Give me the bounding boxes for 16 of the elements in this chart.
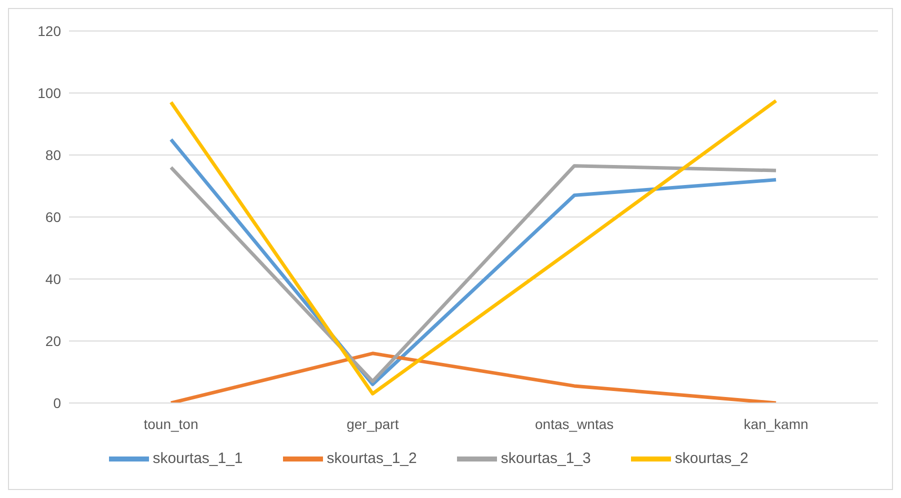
y-tick-label: 60	[45, 208, 62, 225]
y-tick-label: 0	[53, 394, 62, 411]
y-tick-label: 40	[45, 270, 62, 287]
x-tick-label: ontas_wntas	[535, 416, 614, 432]
x-tick-label: kan_kamn	[744, 416, 808, 432]
x-tick-label: toun_ton	[144, 416, 198, 432]
line-series	[169, 99, 778, 396]
legend-label: skourtas_1_1	[152, 450, 243, 467]
legend-label: skourtas_1_2	[326, 450, 417, 467]
legend-label: skourtas_1_3	[500, 450, 591, 467]
y-tick-label: 100	[38, 84, 62, 101]
legend-label: skourtas_2	[674, 450, 748, 467]
y-tick-label: 120	[38, 22, 62, 39]
y-tick-label: 20	[45, 332, 62, 349]
x-tick-label: ger_part	[346, 416, 399, 432]
y-tick-label: 80	[45, 146, 62, 163]
